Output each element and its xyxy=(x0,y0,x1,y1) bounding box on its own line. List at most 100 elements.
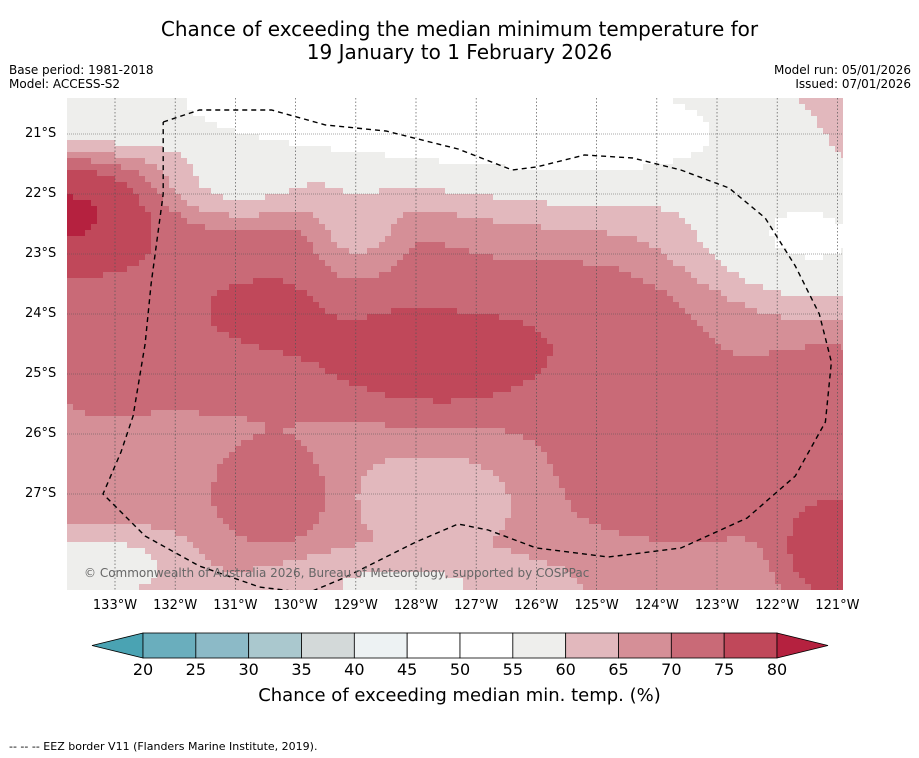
field-cell xyxy=(547,314,554,321)
field-cell xyxy=(199,230,206,237)
field-cell xyxy=(649,224,656,231)
field-cell xyxy=(85,254,92,261)
field-cell xyxy=(499,152,506,159)
field-cell xyxy=(361,212,368,219)
field-cell xyxy=(67,320,74,327)
field-cell xyxy=(607,266,614,273)
field-cell xyxy=(283,308,290,315)
field-cell xyxy=(451,242,458,249)
field-cell xyxy=(97,308,104,315)
field-cell xyxy=(625,194,632,201)
field-cell xyxy=(283,104,290,111)
field-cell xyxy=(85,266,92,273)
field-cell xyxy=(745,182,752,189)
field-cell xyxy=(301,266,308,273)
field-cell xyxy=(139,296,146,303)
field-cell xyxy=(295,320,302,327)
field-cell xyxy=(277,176,284,183)
field-cell xyxy=(589,128,596,135)
field-cell xyxy=(151,278,158,285)
field-cell xyxy=(73,278,80,285)
field-cell xyxy=(679,140,686,147)
field-cell xyxy=(325,182,332,189)
field-cell xyxy=(571,218,578,225)
field-cell xyxy=(757,290,764,297)
field-cell xyxy=(421,164,428,171)
field-cell xyxy=(343,224,350,231)
field-cell xyxy=(463,290,470,297)
field-cell xyxy=(715,320,722,327)
field-cell xyxy=(541,98,548,105)
field-cell xyxy=(505,188,512,195)
field-cell xyxy=(499,218,506,225)
field-cell xyxy=(445,182,452,189)
field-cell xyxy=(541,206,548,213)
field-cell xyxy=(781,104,788,111)
field-cell xyxy=(343,236,350,243)
field-cell xyxy=(157,314,164,321)
field-cell xyxy=(811,176,818,183)
field-cell xyxy=(571,110,578,117)
field-cell xyxy=(373,278,380,285)
field-cell xyxy=(325,134,332,141)
field-cell xyxy=(751,158,758,165)
field-cell xyxy=(469,302,476,309)
field-cell xyxy=(235,308,242,315)
field-cell xyxy=(511,182,518,189)
field-cell xyxy=(211,128,218,135)
field-cell xyxy=(199,284,206,291)
field-cell xyxy=(193,146,200,153)
field-cell xyxy=(67,308,74,315)
field-cell xyxy=(157,242,164,249)
field-cell xyxy=(475,152,482,159)
field-cell xyxy=(595,296,602,303)
field-cell xyxy=(391,146,398,153)
field-cell xyxy=(667,146,674,153)
field-cell xyxy=(187,164,194,171)
field-cell xyxy=(271,260,278,267)
field-cell xyxy=(619,152,626,159)
field-cell xyxy=(391,206,398,213)
field-cell xyxy=(541,224,548,231)
field-cell xyxy=(379,266,386,273)
field-cell xyxy=(403,254,410,261)
field-cell xyxy=(139,152,146,159)
field-cell xyxy=(655,212,662,219)
field-cell xyxy=(211,230,218,237)
field-cell xyxy=(613,128,620,135)
field-cell xyxy=(505,284,512,291)
field-cell xyxy=(271,308,278,315)
field-cell xyxy=(565,140,572,147)
field-cell xyxy=(499,260,506,267)
field-cell xyxy=(217,296,224,303)
field-cell xyxy=(709,206,716,213)
field-cell xyxy=(145,170,152,177)
field-cell xyxy=(415,158,422,165)
field-cell xyxy=(265,146,272,153)
field-cell xyxy=(283,284,290,291)
field-cell xyxy=(169,146,176,153)
field-cell xyxy=(457,302,464,309)
field-cell xyxy=(367,200,374,207)
field-cell xyxy=(823,290,830,297)
field-cell xyxy=(655,278,662,285)
field-cell xyxy=(835,308,842,315)
field-cell xyxy=(463,188,470,195)
field-cell xyxy=(493,242,500,249)
field-cell xyxy=(349,254,356,261)
field-cell xyxy=(685,278,692,285)
field-cell xyxy=(841,110,843,117)
field-cell xyxy=(733,176,740,183)
field-cell xyxy=(553,146,560,153)
field-cell xyxy=(169,254,176,261)
field-cell xyxy=(235,128,242,135)
field-cell xyxy=(469,314,476,321)
field-cell xyxy=(247,236,254,243)
field-cell xyxy=(193,134,200,141)
field-cell xyxy=(571,224,578,231)
field-cell xyxy=(637,104,644,111)
field-cell xyxy=(721,140,728,147)
field-cell xyxy=(67,242,74,249)
field-cell xyxy=(499,230,506,237)
field-cell xyxy=(367,218,374,225)
